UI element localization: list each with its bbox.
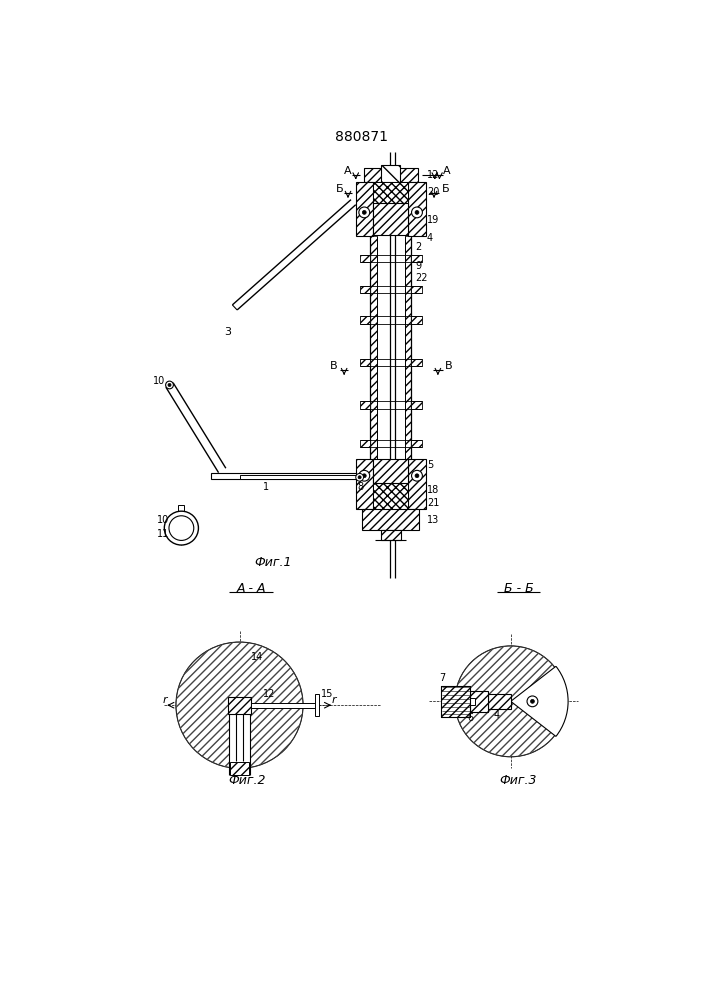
Bar	[211, 473, 356, 479]
Text: 15: 15	[321, 689, 333, 699]
Circle shape	[411, 207, 422, 218]
Circle shape	[455, 646, 566, 757]
Circle shape	[168, 383, 171, 387]
Circle shape	[165, 381, 173, 389]
Bar	[373, 203, 409, 235]
Text: В: В	[445, 361, 452, 371]
Bar	[411, 440, 421, 447]
Bar	[470, 691, 488, 712]
Text: 9: 9	[416, 261, 421, 271]
Circle shape	[359, 470, 370, 481]
Bar	[360, 401, 370, 409]
Circle shape	[164, 511, 199, 545]
Circle shape	[457, 654, 552, 748]
Text: В: В	[330, 361, 338, 371]
Bar	[356, 459, 373, 509]
Bar	[230, 762, 249, 775]
Bar	[470, 698, 475, 705]
Circle shape	[358, 476, 361, 479]
Text: 4: 4	[493, 710, 500, 720]
Text: 20: 20	[427, 187, 440, 197]
Bar	[373, 483, 409, 509]
Bar	[411, 316, 421, 324]
Text: А - А: А - А	[236, 582, 266, 595]
Text: Б: Б	[442, 184, 450, 194]
Bar	[411, 286, 421, 293]
Circle shape	[359, 207, 370, 218]
Text: 21: 21	[427, 498, 440, 508]
Text: r: r	[332, 695, 337, 705]
Circle shape	[169, 516, 194, 540]
Bar	[356, 182, 373, 235]
Bar	[240, 475, 356, 479]
Bar	[362, 509, 419, 530]
Bar	[360, 255, 370, 262]
Text: Б - Б: Б - Б	[503, 582, 533, 595]
Text: 22: 22	[416, 273, 428, 283]
Text: r: r	[163, 695, 168, 705]
Text: 13: 13	[427, 515, 439, 525]
Text: 2: 2	[416, 242, 421, 252]
Text: Фиг.1: Фиг.1	[254, 556, 291, 569]
Bar	[373, 459, 409, 483]
Text: 3: 3	[224, 327, 231, 337]
Text: 12: 12	[263, 689, 275, 699]
Circle shape	[176, 642, 303, 768]
Bar	[411, 359, 421, 366]
Bar	[360, 286, 370, 293]
Bar	[411, 401, 421, 409]
Circle shape	[363, 474, 366, 478]
Wedge shape	[510, 666, 568, 736]
Circle shape	[415, 474, 419, 478]
Bar	[488, 694, 510, 709]
Bar	[409, 182, 426, 235]
Text: 19: 19	[427, 215, 439, 225]
Bar	[360, 470, 370, 478]
Bar	[441, 686, 470, 717]
Text: 6: 6	[467, 713, 474, 723]
Bar	[178, 505, 185, 511]
Circle shape	[415, 210, 419, 214]
Text: 880871: 880871	[335, 130, 388, 144]
Circle shape	[356, 473, 363, 481]
Bar	[411, 255, 421, 262]
Circle shape	[530, 699, 534, 703]
Text: 7: 7	[440, 673, 445, 683]
Text: 8: 8	[357, 482, 363, 492]
Circle shape	[411, 470, 422, 481]
Bar	[251, 703, 317, 708]
Text: 18: 18	[427, 485, 439, 495]
Bar	[315, 694, 320, 716]
Text: 5: 5	[427, 460, 433, 470]
Text: 10: 10	[156, 515, 169, 525]
Text: 1: 1	[263, 482, 269, 492]
Text: Фиг.3: Фиг.3	[500, 774, 537, 787]
Bar	[363, 168, 418, 182]
Text: 4: 4	[427, 233, 433, 243]
Bar	[441, 686, 470, 717]
Circle shape	[527, 696, 538, 707]
Text: Б: Б	[336, 184, 344, 194]
Bar	[409, 459, 426, 509]
Text: 12: 12	[427, 170, 440, 180]
Bar	[360, 359, 370, 366]
Bar	[360, 316, 370, 324]
Bar	[228, 697, 251, 714]
Bar	[360, 440, 370, 447]
Text: А: А	[344, 166, 352, 176]
Text: 14: 14	[251, 652, 264, 662]
Bar	[411, 470, 421, 478]
Bar	[381, 165, 400, 182]
Bar	[404, 235, 411, 459]
Bar	[380, 530, 401, 540]
Circle shape	[363, 210, 366, 214]
Text: Фиг.2: Фиг.2	[228, 774, 266, 787]
Text: А: А	[443, 166, 450, 176]
Text: 11: 11	[156, 529, 169, 539]
Text: 10: 10	[153, 376, 165, 386]
Bar	[228, 705, 250, 775]
Bar	[370, 235, 377, 459]
Bar	[373, 182, 409, 203]
